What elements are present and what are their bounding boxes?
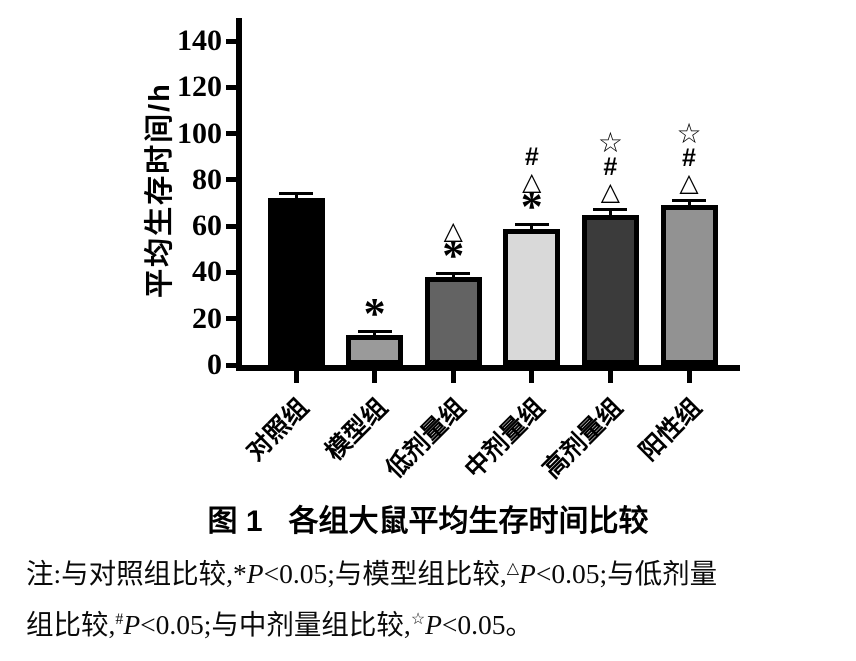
x-axis-line <box>236 365 740 371</box>
significance-marker: △ <box>600 177 621 207</box>
significance-marker: △ <box>443 215 463 245</box>
figure-caption: 图 1 各组大鼠平均生存时间比较 <box>0 496 856 540</box>
p-value-symbol: P <box>246 558 264 589</box>
note-text: <0.05;与中剂量组比较, <box>140 609 411 640</box>
significance-marker: * <box>363 288 386 338</box>
y-tick-label: 0 <box>207 348 222 381</box>
note-text: # <box>115 610 124 628</box>
significance-markers: ☆ # △ <box>676 116 702 197</box>
significance-marker: △ <box>679 167 699 197</box>
significance-marker: △ <box>522 167 542 197</box>
significance-marker: # <box>682 143 696 172</box>
figure-note: 注:与对照组比较,*P<0.05;与模型组比较,△P<0.05;与低剂量 组比较,… <box>26 548 836 650</box>
y-tick <box>226 223 241 229</box>
error-bar-cap <box>357 329 392 333</box>
bar <box>346 334 404 365</box>
y-tick-label: 40 <box>192 255 222 289</box>
y-tick-label: 60 <box>192 209 222 243</box>
bar <box>660 205 718 365</box>
note-text: * <box>233 558 247 589</box>
y-tick <box>226 38 241 44</box>
error-bar-cap <box>672 198 706 202</box>
note-text: △ <box>506 559 519 577</box>
y-tick-label: 140 <box>177 24 222 58</box>
y-tick <box>226 362 241 368</box>
x-tick <box>686 371 692 383</box>
y-tick-label: 80 <box>192 162 222 196</box>
bar <box>503 228 561 365</box>
y-tick <box>226 84 241 90</box>
error-bar <box>530 224 534 231</box>
significance-marker: # <box>603 153 618 182</box>
significance-markers: ☆ # △ <box>597 126 623 207</box>
significance-markers: * <box>363 288 386 338</box>
note-text: 注:与对照组比较, <box>26 558 234 589</box>
note-line: 注:与对照组比较,*P<0.05;与模型组比较,△P<0.05;与低剂量 <box>26 548 836 599</box>
error-bar-cap <box>279 191 313 195</box>
note-text: 组比较, <box>26 609 116 640</box>
caption-number: 图 1 <box>207 505 263 538</box>
bar-chart: 平均生存时间/h 0 20 40 60 80 100 120 140 对照组 * 模型组 △ * 低剂量组… <box>144 18 740 484</box>
y-tick-label: 20 <box>192 301 222 335</box>
significance-marker: ☆ <box>676 116 702 150</box>
y-tick-label: 100 <box>177 116 222 150</box>
y-tick <box>226 131 241 137</box>
note-text: <0.05;与模型组比较, <box>263 558 507 589</box>
note-text: <0.05;与低剂量 <box>535 558 718 589</box>
y-axis-line <box>236 18 242 371</box>
x-tick <box>293 371 299 383</box>
y-tick <box>226 177 241 183</box>
y-tick <box>226 316 241 322</box>
y-tick-label: 120 <box>177 70 222 104</box>
x-tick <box>529 371 535 383</box>
significance-marker: # <box>524 143 539 172</box>
note-text: <0.05。 <box>441 609 534 640</box>
significance-marker: ☆ <box>597 126 623 160</box>
significance-marker: * <box>442 230 465 280</box>
error-bar-cap <box>514 223 549 227</box>
significance-markers: # △ * <box>520 143 543 232</box>
plot-area: 0 20 40 60 80 100 120 140 对照组 * 模型组 △ * 低剂量组 # △ * 中剂量组 ☆ #… <box>177 18 740 484</box>
error-bar <box>294 192 298 201</box>
significance-markers: △ * <box>442 215 465 280</box>
significance-marker: * <box>520 182 543 232</box>
x-tick <box>607 371 613 383</box>
error-bar <box>373 330 377 337</box>
error-bar-cap <box>593 208 628 212</box>
note-text: ☆ <box>410 610 426 628</box>
error-bar-cap <box>436 271 471 275</box>
x-tick <box>450 371 456 383</box>
p-value-symbol: P <box>425 609 442 640</box>
error-bar <box>687 199 691 208</box>
caption-title: 各组大鼠平均生存时间比较 <box>288 505 649 538</box>
y-tick <box>226 269 241 275</box>
bar <box>424 277 482 365</box>
p-value-symbol: P <box>519 558 536 589</box>
bar <box>581 214 639 365</box>
p-value-symbol: P <box>123 609 141 640</box>
error-bar <box>608 209 612 217</box>
note-line: 组比较,#P<0.05;与中剂量组比较,☆P<0.05。 <box>26 599 836 650</box>
x-tick <box>372 371 378 383</box>
bar <box>267 198 325 365</box>
error-bar <box>451 272 455 280</box>
